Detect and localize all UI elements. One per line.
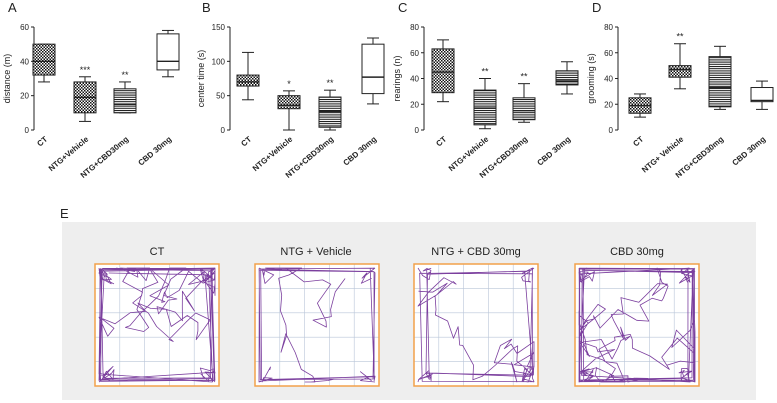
y-tick-label: 40 xyxy=(604,75,613,84)
category-label: CT xyxy=(434,135,448,149)
box-3: ** xyxy=(512,72,536,123)
y-tick-label: 20 xyxy=(604,100,613,109)
y-tick-label: 80 xyxy=(410,23,419,32)
category-label: NTG+Vehicle xyxy=(251,134,295,173)
box-3 xyxy=(708,45,732,110)
box-1 xyxy=(32,43,56,83)
box-iqr xyxy=(236,74,260,87)
box-1 xyxy=(628,93,652,118)
category-label: CT xyxy=(631,135,645,149)
box-iqr xyxy=(512,97,536,121)
y-tick-label: 0 xyxy=(25,126,30,135)
track-title-ct: CT xyxy=(150,246,165,258)
significance-label: ** xyxy=(481,67,489,77)
panel-label: C xyxy=(398,0,407,15)
box-4 xyxy=(156,29,180,78)
box-iqr xyxy=(277,95,301,110)
arena-2 xyxy=(254,263,380,387)
significance-label: ** xyxy=(326,78,334,88)
y-axis-label: grooming (s) xyxy=(586,53,596,104)
box-iqr xyxy=(156,33,180,71)
y-axis-label: distance (m) xyxy=(2,54,12,104)
box-4 xyxy=(361,37,385,105)
category-label: CT xyxy=(239,135,253,149)
y-axis-label: center time (s) xyxy=(196,50,206,108)
panel-b: B 0 50 100 150 center time (s) CT * NTG+Vehicle *… xyxy=(196,0,385,180)
box-2: ** xyxy=(473,67,497,130)
arena-floor xyxy=(255,264,379,386)
box-iqr xyxy=(555,70,579,86)
track-title-cbd30: CBD 30mg xyxy=(610,246,664,258)
panel-label: A xyxy=(8,0,17,15)
box-4 xyxy=(555,61,579,95)
movement-track xyxy=(98,267,216,383)
y-tick-label: 100 xyxy=(212,57,226,66)
box-iqr xyxy=(750,87,774,103)
y-tick-label: 60 xyxy=(20,23,29,32)
y-tick-label: 60 xyxy=(604,49,613,58)
box-1 xyxy=(236,51,260,101)
box-iqr xyxy=(431,48,455,94)
box-iqr xyxy=(32,43,56,76)
category-label: CT xyxy=(35,135,49,149)
track-title-ntg-cbd30: NTG + CBD 30mg xyxy=(431,246,521,258)
movement-track xyxy=(578,267,696,383)
y-tick-label: 80 xyxy=(604,23,613,32)
arena-1 xyxy=(94,263,220,387)
category-label: CBD 30mg xyxy=(536,135,573,168)
panel-label: B xyxy=(202,0,211,15)
panel-label: D xyxy=(592,0,601,15)
box-iqr xyxy=(668,65,692,78)
y-tick-label: 0 xyxy=(415,126,420,135)
arena-border xyxy=(254,263,380,387)
arena-floor xyxy=(95,264,219,386)
y-tick-label: 0 xyxy=(609,126,614,135)
track-title-ntg-vehicle: NTG + Vehicle xyxy=(280,246,351,258)
box-3: ** xyxy=(318,78,342,131)
y-tick-label: 40 xyxy=(410,75,419,84)
arena-border xyxy=(574,263,700,387)
y-tick-label: 0 xyxy=(221,126,226,135)
box-iqr xyxy=(708,56,732,108)
category-label: CBD 30mg xyxy=(137,135,174,168)
y-axis-label: rearings (n) xyxy=(392,55,402,101)
arena-border xyxy=(94,263,220,387)
y-tick-label: 60 xyxy=(410,49,419,58)
y-tick-label: 50 xyxy=(216,92,225,101)
panel-e-label: E xyxy=(60,206,69,221)
movement-track xyxy=(258,267,376,383)
significance-label: *** xyxy=(80,65,91,75)
significance-label: ** xyxy=(676,32,684,42)
arena-3 xyxy=(413,263,539,387)
arena-4 xyxy=(574,263,700,387)
y-tick-label: 20 xyxy=(20,92,29,101)
arena-border xyxy=(413,263,539,387)
y-tick-label: 40 xyxy=(20,57,29,66)
category-label: CBD 30mg xyxy=(731,135,768,168)
box-1 xyxy=(431,39,455,103)
box-iqr xyxy=(361,43,385,95)
arena-floor xyxy=(575,264,699,386)
movement-track xyxy=(417,267,535,383)
significance-label: ** xyxy=(121,70,129,80)
box-iqr xyxy=(113,88,137,114)
category-label: CBD 30mg xyxy=(342,135,379,168)
arena-floor xyxy=(414,264,538,386)
significance-label: * xyxy=(287,79,291,89)
y-tick-label: 150 xyxy=(212,23,226,32)
box-2: * xyxy=(277,79,301,131)
box-4 xyxy=(750,80,774,110)
box-2: *** xyxy=(73,65,97,122)
y-tick-label: 20 xyxy=(410,100,419,109)
box-3: ** xyxy=(113,70,137,114)
significance-label: ** xyxy=(520,72,528,82)
box-2: ** xyxy=(668,32,692,90)
